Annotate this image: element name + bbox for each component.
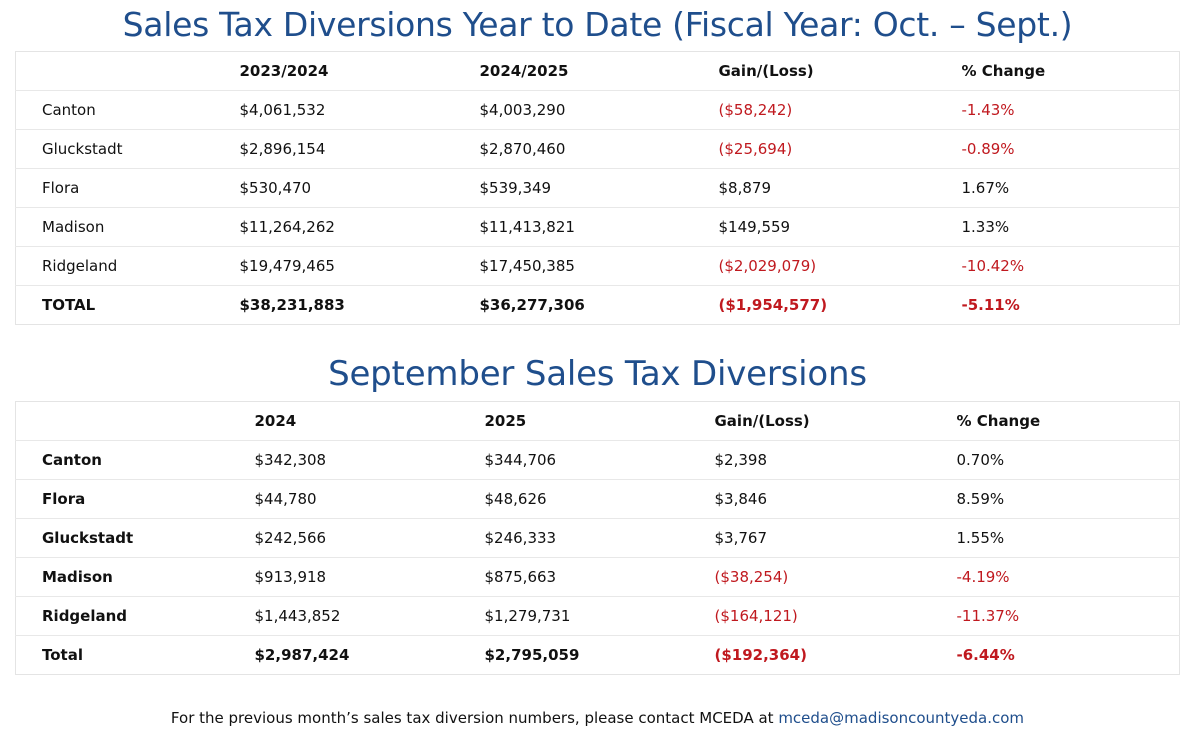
row-curr: $48,626 <box>484 479 715 519</box>
row-curr: $2,870,460 <box>479 129 719 169</box>
total-pct: -6.44% <box>956 635 1180 675</box>
row-prev: $2,896,154 <box>239 129 480 169</box>
row-gain: $2,398 <box>714 440 957 480</box>
sep-header-prev-year: 2024 <box>254 412 297 430</box>
total-row: TOTAL $38,231,883 $36,277,306 ($1,954,57… <box>15 285 1180 325</box>
footer-text: For the previous month’s sales tax diver… <box>170 709 779 727</box>
row-pct: -1.43% <box>961 90 1180 130</box>
table-row: Madison $11,264,262 $11,413,821 $149,559… <box>15 207 1180 247</box>
row-prev: $1,443,852 <box>254 596 485 636</box>
ytd-header-row: 2023/2024 2024/2025 Gain/(Loss) % Change <box>16 52 1180 91</box>
total-curr: $36,277,306 <box>479 285 719 325</box>
row-name: Ridgeland <box>15 596 255 636</box>
row-gain: ($38,254) <box>714 557 957 597</box>
total-row: Total $2,987,424 $2,795,059 ($192,364) -… <box>15 635 1180 675</box>
row-gain: ($2,029,079) <box>718 246 962 286</box>
row-prev: $11,264,262 <box>239 207 480 247</box>
table-row: Gluckstadt $242,566 $246,333 $3,767 1.55… <box>15 518 1180 558</box>
ytd-header-curr-year: 2024/2025 <box>479 62 569 80</box>
row-gain: $8,879 <box>718 168 962 208</box>
row-prev: $19,479,465 <box>239 246 480 286</box>
row-pct: 1.33% <box>961 207 1180 247</box>
row-gain: ($25,694) <box>718 129 962 169</box>
row-prev: $242,566 <box>254 518 485 558</box>
sep-header-pct: % Change <box>956 412 1041 430</box>
total-pct: -5.11% <box>961 285 1180 325</box>
row-prev: $342,308 <box>254 440 485 480</box>
september-header-row: 2024 2025 Gain/(Loss) % Change <box>16 402 1180 441</box>
total-prev: $2,987,424 <box>254 635 485 675</box>
total-name: Total <box>15 635 255 675</box>
row-curr: $875,663 <box>484 557 715 597</box>
row-gain: ($164,121) <box>714 596 957 636</box>
row-curr: $17,450,385 <box>479 246 719 286</box>
row-curr: $344,706 <box>484 440 715 480</box>
row-curr: $1,279,731 <box>484 596 715 636</box>
row-gain: $149,559 <box>718 207 962 247</box>
row-prev: $4,061,532 <box>239 90 480 130</box>
row-curr: $539,349 <box>479 168 719 208</box>
table-row: Ridgeland $19,479,465 $17,450,385 ($2,02… <box>15 246 1180 286</box>
ytd-header-blank <box>16 52 240 91</box>
table-row: Canton $342,308 $344,706 $2,398 0.70% <box>15 440 1180 480</box>
row-curr: $246,333 <box>484 518 715 558</box>
september-table: 2024 2025 Gain/(Loss) % Change Canton $3… <box>15 401 1180 675</box>
row-pct: -4.19% <box>956 557 1180 597</box>
footer-note: For the previous month’s sales tax diver… <box>0 709 1195 727</box>
ytd-header-prev-year: 2023/2024 <box>239 62 329 80</box>
sep-header-blank <box>16 402 255 441</box>
table-row: Gluckstadt $2,896,154 $2,870,460 ($25,69… <box>15 129 1180 169</box>
row-name: Madison <box>15 557 255 597</box>
row-pct: 1.67% <box>961 168 1180 208</box>
row-pct: 0.70% <box>956 440 1180 480</box>
row-gain: $3,767 <box>714 518 957 558</box>
row-name: Madison <box>15 207 240 247</box>
ytd-header-gain: Gain/(Loss) <box>718 62 814 80</box>
table-row: Flora $530,470 $539,349 $8,879 1.67% <box>15 168 1180 208</box>
row-curr: $4,003,290 <box>479 90 719 130</box>
table-row: Canton $4,061,532 $4,003,290 ($58,242) -… <box>15 90 1180 130</box>
row-name: Gluckstadt <box>15 518 255 558</box>
row-name: Canton <box>15 440 255 480</box>
table-row: Flora $44,780 $48,626 $3,846 8.59% <box>15 479 1180 519</box>
row-gain: ($58,242) <box>718 90 962 130</box>
total-gain: ($192,364) <box>714 635 957 675</box>
ytd-table: 2023/2024 2024/2025 Gain/(Loss) % Change… <box>15 51 1180 325</box>
total-curr: $2,795,059 <box>484 635 715 675</box>
table-row: Madison $913,918 $875,663 ($38,254) -4.1… <box>15 557 1180 597</box>
ytd-header-pct: % Change <box>961 62 1046 80</box>
row-name: Canton <box>15 90 240 130</box>
sep-header-curr-year: 2025 <box>484 412 527 430</box>
table-row: Ridgeland $1,443,852 $1,279,731 ($164,12… <box>15 596 1180 636</box>
row-name: Flora <box>15 479 255 519</box>
row-prev: $913,918 <box>254 557 485 597</box>
total-name: TOTAL <box>15 285 240 325</box>
row-pct: -11.37% <box>956 596 1180 636</box>
sep-header-gain: Gain/(Loss) <box>714 412 810 430</box>
row-name: Gluckstadt <box>15 129 240 169</box>
row-gain: $3,846 <box>714 479 957 519</box>
row-pct: 1.55% <box>956 518 1180 558</box>
ytd-title: Sales Tax Diversions Year to Date (Fisca… <box>122 5 1073 44</box>
row-name: Ridgeland <box>15 246 240 286</box>
row-prev: $44,780 <box>254 479 485 519</box>
row-name: Flora <box>15 168 240 208</box>
contact-email-link[interactable]: mceda@madisoncountyeda.com <box>778 709 1025 727</box>
row-prev: $530,470 <box>239 168 480 208</box>
row-curr: $11,413,821 <box>479 207 719 247</box>
row-pct: -10.42% <box>961 246 1180 286</box>
september-title: September Sales Tax Diversions <box>328 354 867 394</box>
row-pct: 8.59% <box>956 479 1180 519</box>
row-pct: -0.89% <box>961 129 1180 169</box>
total-prev: $38,231,883 <box>239 285 480 325</box>
total-gain: ($1,954,577) <box>718 285 962 325</box>
